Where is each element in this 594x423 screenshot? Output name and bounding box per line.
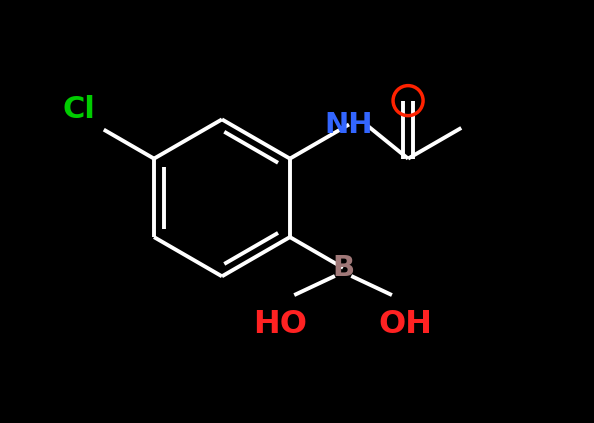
Text: Cl: Cl bbox=[63, 95, 96, 124]
Text: HO: HO bbox=[254, 309, 308, 340]
Text: B: B bbox=[332, 254, 354, 282]
Text: OH: OH bbox=[378, 309, 432, 340]
Text: NH: NH bbox=[325, 110, 373, 138]
